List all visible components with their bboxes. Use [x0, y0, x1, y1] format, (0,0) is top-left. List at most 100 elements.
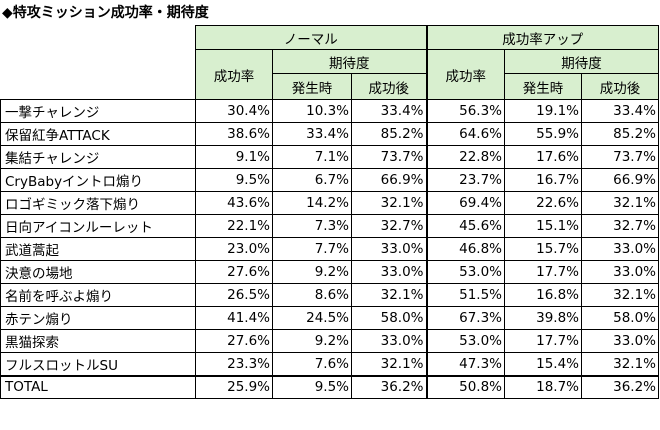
boost-rate: 64.6%	[425, 122, 505, 146]
boost-rate: 46.8%	[425, 237, 505, 261]
header-blank-cell	[0, 25, 196, 100]
normal-at-start: 24.5%	[272, 306, 352, 330]
header-boost: 成功率アップ	[425, 25, 659, 50]
boost-at-start: 17.6%	[504, 145, 582, 169]
normal-at-start: 7.3%	[272, 214, 352, 238]
table-row: ロゴギミック落下煽り 43.6% 14.2% 32.1% 69.4% 22.6% 32.1%	[0, 191, 659, 215]
boost-at-start: 17.7%	[504, 329, 582, 353]
boost-after-success: 32.1%	[581, 352, 659, 376]
normal-after-success: 73.7%	[351, 145, 427, 169]
boost-rate: 56.3%	[425, 99, 505, 123]
normal-rate: 43.6%	[195, 191, 273, 215]
page-title: ◆特攻ミッション成功率・期待度	[2, 5, 209, 21]
row-name: 赤テン煽り	[0, 306, 196, 330]
boost-after-success: 58.0%	[581, 306, 659, 330]
header-boost-success-rate: 成功率	[425, 49, 505, 100]
total-label: TOTAL	[0, 374, 196, 399]
normal-at-start: 9.2%	[272, 260, 352, 284]
normal-at-start: 33.4%	[272, 122, 352, 146]
row-name: ロゴギミック落下煽り	[0, 191, 196, 215]
header-boost-at-start: 発生時	[504, 73, 582, 100]
header-normal-expectation: 期待度	[272, 49, 427, 74]
normal-after-success: 58.0%	[351, 306, 427, 330]
boost-rate: 22.8%	[425, 145, 505, 169]
boost-after-success: 33.4%	[581, 99, 659, 123]
boost-rate: 53.0%	[425, 260, 505, 284]
row-name: 武道蒿起	[0, 237, 196, 261]
normal-after-success: 85.2%	[351, 122, 427, 146]
row-name: 保留紅争ATTACK	[0, 122, 196, 146]
total-row: TOTAL 25.9% 9.5% 36.2% 50.8% 18.7% 36.2%	[0, 374, 659, 399]
header-normal-after-success: 成功後	[351, 73, 427, 100]
normal-rate: 30.4%	[195, 99, 273, 123]
row-name: CryBabyイントロ煽り	[0, 168, 196, 192]
boost-at-start: 19.1%	[504, 99, 582, 123]
normal-after-success: 32.1%	[351, 352, 427, 376]
boost-after-success: 66.9%	[581, 168, 659, 192]
normal-at-start: 9.2%	[272, 329, 352, 353]
boost-at-start: 22.6%	[504, 191, 582, 215]
normal-after-success: 33.4%	[351, 99, 427, 123]
table-row: CryBabyイントロ煽り 9.5% 6.7% 66.9% 23.7% 16.7% 66.9…	[0, 168, 659, 192]
boost-rate: 69.4%	[425, 191, 505, 215]
table-row: フルスロットルSU 23.3% 7.6% 32.1% 47.3% 15.4% 32.1%	[0, 352, 659, 376]
boost-at-start: 39.8%	[504, 306, 582, 330]
row-name: 黒猫探索	[0, 329, 196, 353]
boost-at-start: 17.7%	[504, 260, 582, 284]
row-name: 集結チャレンジ	[0, 145, 196, 169]
header-normal-success-rate: 成功率	[195, 49, 273, 100]
boost-at-start: 15.1%	[504, 214, 582, 238]
normal-rate: 41.4%	[195, 306, 273, 330]
table-row: 名前を呼ぶよ煽り 26.5% 8.6% 32.1% 51.5% 16.8% 32.1%	[0, 283, 659, 307]
table-row: 集結チャレンジ 9.1% 7.1% 73.7% 22.8% 17.6% 73.7%	[0, 145, 659, 169]
header-boost-expectation: 期待度	[504, 49, 659, 74]
boost-after-success: 73.7%	[581, 145, 659, 169]
normal-rate: 9.5%	[195, 168, 273, 192]
normal-after-success: 33.0%	[351, 260, 427, 284]
boost-after-success: 32.1%	[581, 191, 659, 215]
normal-after-success: 32.7%	[351, 214, 427, 238]
normal-at-start: 7.6%	[272, 352, 352, 376]
normal-rate: 23.3%	[195, 352, 273, 376]
normal-rate: 23.0%	[195, 237, 273, 261]
normal-at-start: 10.3%	[272, 99, 352, 123]
row-name: フルスロットルSU	[0, 352, 196, 376]
boost-at-start: 15.7%	[504, 237, 582, 261]
boost-after-success: 32.1%	[581, 283, 659, 307]
boost-rate: 51.5%	[425, 283, 505, 307]
normal-rate: 38.6%	[195, 122, 273, 146]
normal-after-success: 33.0%	[351, 329, 427, 353]
total-boost-at-start: 18.7%	[504, 374, 582, 399]
total-normal-after-success: 36.2%	[351, 374, 427, 399]
boost-at-start: 16.7%	[504, 168, 582, 192]
table-row: 日向アイコンルーレット 22.1% 7.3% 32.7% 45.6% 15.1% 32.7%	[0, 214, 659, 238]
normal-after-success: 32.1%	[351, 283, 427, 307]
table-row: 武道蒿起 23.0% 7.7% 33.0% 46.8% 15.7% 33.0%	[0, 237, 659, 261]
table-row: 決意の場地 27.6% 9.2% 33.0% 53.0% 17.7% 33.0%	[0, 260, 659, 284]
normal-at-start: 7.7%	[272, 237, 352, 261]
boost-after-success: 33.0%	[581, 260, 659, 284]
boost-at-start: 55.9%	[504, 122, 582, 146]
boost-after-success: 33.0%	[581, 329, 659, 353]
normal-rate: 26.5%	[195, 283, 273, 307]
normal-after-success: 33.0%	[351, 237, 427, 261]
boost-rate: 53.0%	[425, 329, 505, 353]
total-normal-rate: 25.9%	[195, 374, 273, 399]
table-row: 赤テン煽り 41.4% 24.5% 58.0% 67.3% 39.8% 58.0%	[0, 306, 659, 330]
boost-rate: 67.3%	[425, 306, 505, 330]
row-name: 日向アイコンルーレット	[0, 214, 196, 238]
row-name: 名前を呼ぶよ煽り	[0, 283, 196, 307]
table-row: 一撃チャレンジ 30.4% 10.3% 33.4% 56.3% 19.1% 33.4%	[0, 99, 659, 123]
normal-at-start: 6.7%	[272, 168, 352, 192]
total-normal-at-start: 9.5%	[272, 374, 352, 399]
mission-success-table: ノーマル 成功率アップ 成功率 期待度 成功率 期待度 発生時 成功後 発生時 …	[0, 25, 659, 399]
normal-rate: 27.6%	[195, 260, 273, 284]
boost-at-start: 16.8%	[504, 283, 582, 307]
total-boost-after-success: 36.2%	[581, 374, 659, 399]
header-boost-after-success: 成功後	[581, 73, 659, 100]
normal-rate: 27.6%	[195, 329, 273, 353]
boost-rate: 45.6%	[425, 214, 505, 238]
normal-at-start: 14.2%	[272, 191, 352, 215]
normal-at-start: 7.1%	[272, 145, 352, 169]
boost-rate: 23.7%	[425, 168, 505, 192]
